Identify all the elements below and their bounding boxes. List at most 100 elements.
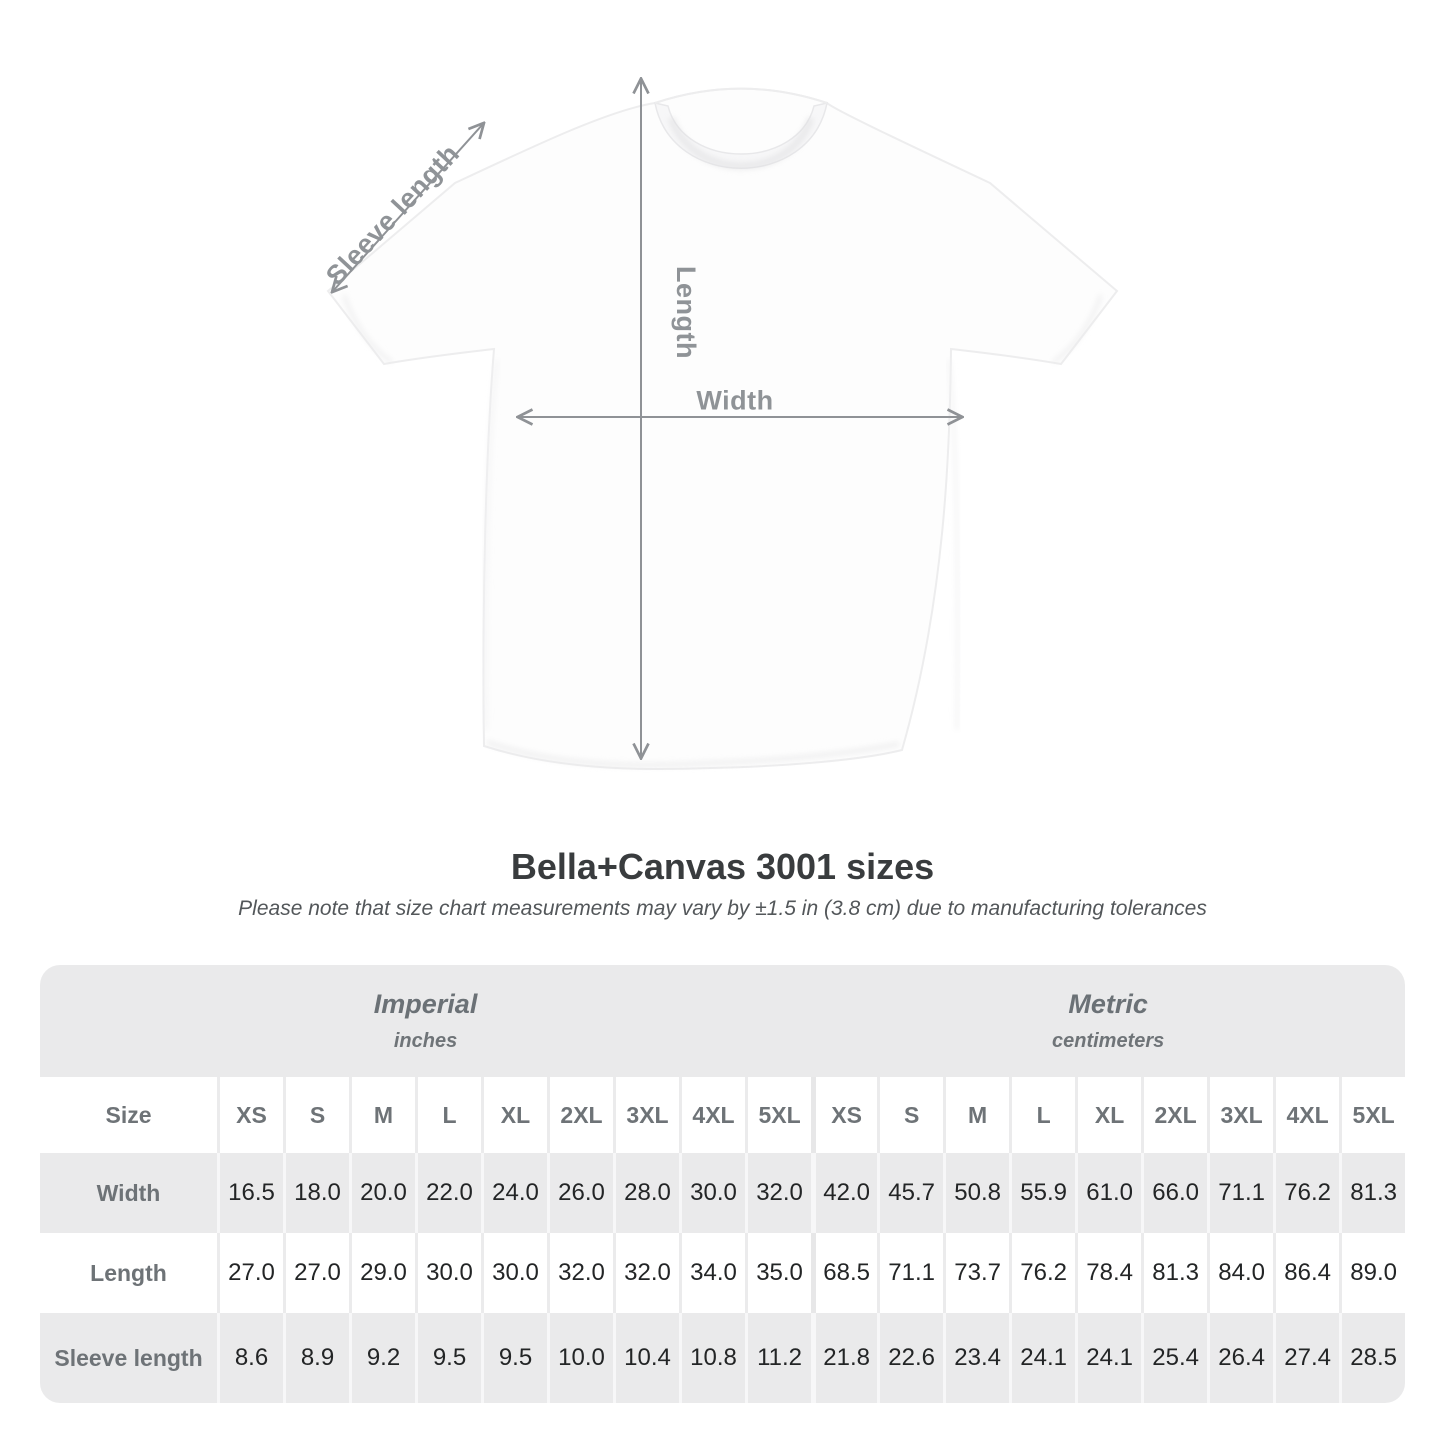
tshirt-body: [326, 87, 1119, 771]
measurement-value: 27.0: [283, 1233, 349, 1313]
measurement-value: 42.0: [811, 1153, 878, 1233]
hem-shadow: [486, 740, 900, 768]
metric-label: Metric: [1068, 989, 1148, 1019]
measurement-value: 71.1: [877, 1233, 944, 1313]
measurement-row: Sleeve length 8.6 8.9 9.2 9.5 9.5 10.0 10.4 10.8…: [40, 1313, 1406, 1403]
measurement-value: 11.2: [745, 1313, 812, 1403]
unit-header-row: Imperial inches Metric centimeters: [40, 965, 1406, 1077]
measurement-value: 9.5: [415, 1313, 481, 1403]
collar-seam: [654, 87, 828, 104]
measurement-value: 50.8: [943, 1153, 1010, 1233]
imperial-unit-label: inches: [393, 1030, 458, 1052]
measurement-row: Length 27.0 27.0 29.0 30.0 30.0 32.0 32.0 34.0 35…: [40, 1233, 1406, 1313]
collar-shadow: [667, 116, 815, 170]
size-col-header: 3XL: [1207, 1077, 1274, 1153]
row-label: Width: [40, 1153, 217, 1233]
size-col-header: XL: [1075, 1077, 1142, 1153]
measurement-value: 71.1: [1207, 1153, 1274, 1233]
measurement-value: 30.0: [481, 1233, 547, 1313]
left-cuff-fold: [342, 294, 393, 364]
size-col-header: XS: [217, 1077, 283, 1153]
measurement-value: 10.4: [613, 1313, 679, 1403]
measurement-value: 28.0: [613, 1153, 679, 1233]
measurement-value: 32.0: [613, 1233, 679, 1313]
measurement-row: Width 16.5 18.0 20.0 22.0 24.0 26.0 28.0 30.0 32.…: [40, 1153, 1406, 1233]
right-cuff-fold: [1052, 294, 1103, 364]
measurement-value: 76.2: [1009, 1233, 1076, 1313]
measurement-value: 24.0: [481, 1153, 547, 1233]
measurement-value: 35.0: [745, 1233, 812, 1313]
size-col-header: 4XL: [1273, 1077, 1340, 1153]
measurement-value: 27.0: [217, 1233, 283, 1313]
measurement-value: 78.4: [1075, 1233, 1142, 1313]
measurement-value: 21.8: [811, 1313, 878, 1403]
size-chart-table: Imperial inches Metric centimeters Size …: [40, 965, 1406, 1403]
measurement-value: 76.2: [1273, 1153, 1340, 1233]
measurement-value: 45.7: [877, 1153, 944, 1233]
row-label: Sleeve length: [40, 1313, 217, 1403]
measurement-value: 24.1: [1075, 1313, 1142, 1403]
measurement-value: 30.0: [415, 1233, 481, 1313]
measurement-value: 27.4: [1273, 1313, 1340, 1403]
measurement-value: 26.0: [547, 1153, 613, 1233]
right-side-crease: [947, 359, 960, 731]
measurement-value: 23.4: [943, 1313, 1010, 1403]
size-col-header: M: [943, 1077, 1010, 1153]
measurement-value: 81.3: [1339, 1153, 1406, 1233]
size-col-header: 5XL: [1339, 1077, 1406, 1153]
size-col-header: L: [1009, 1077, 1076, 1153]
measurement-value: 24.1: [1009, 1313, 1076, 1403]
measurement-value: 26.4: [1207, 1313, 1274, 1403]
measurement-value: 8.9: [283, 1313, 349, 1403]
tshirt-illustration: [326, 0, 1119, 771]
size-col-header: 4XL: [679, 1077, 745, 1153]
measurement-value: 81.3: [1141, 1233, 1208, 1313]
size-header-row: Size XS S M L XL 2XL 3XL 4XL 5XL XS S M L XL 2XL 3XL 4XL…: [40, 1077, 1406, 1153]
measurement-value: 22.6: [877, 1313, 944, 1403]
measurement-value: 55.9: [1009, 1153, 1076, 1233]
size-col-header: 2XL: [1141, 1077, 1208, 1153]
unit-header-metric: Metric centimeters: [811, 965, 1406, 1077]
measurement-value: 9.2: [349, 1313, 415, 1403]
measurement-value: 10.8: [679, 1313, 745, 1403]
measurement-value: 32.0: [745, 1153, 812, 1233]
size-col-header: S: [877, 1077, 944, 1153]
page-subtitle: Please note that size chart measurements…: [238, 897, 1207, 920]
measurement-value: 20.0: [349, 1153, 415, 1233]
width-label: Width: [696, 385, 774, 416]
size-header-label: Size: [40, 1077, 217, 1153]
size-col-header: L: [415, 1077, 481, 1153]
measurement-value: 10.0: [547, 1313, 613, 1403]
size-col-header: M: [349, 1077, 415, 1153]
length-label: Length: [671, 266, 701, 359]
size-col-header: 5XL: [745, 1077, 812, 1153]
row-label: Length: [40, 1233, 217, 1313]
measurement-value: 84.0: [1207, 1233, 1274, 1313]
measurement-value: 68.5: [811, 1233, 878, 1313]
measurement-value: 73.7: [943, 1233, 1010, 1313]
measurement-value: 34.0: [679, 1233, 745, 1313]
size-col-header: XL: [481, 1077, 547, 1153]
metric-unit-label: centimeters: [1052, 1030, 1165, 1052]
measurement-value: 32.0: [547, 1233, 613, 1313]
page-title: Bella+Canvas 3001 sizes: [510, 846, 935, 887]
imperial-label: Imperial: [373, 989, 478, 1019]
measurement-value: 66.0: [1141, 1153, 1208, 1233]
measurement-value: 25.4: [1141, 1313, 1208, 1403]
measurement-value: 9.5: [481, 1313, 547, 1403]
size-col-header: 2XL: [547, 1077, 613, 1153]
measurement-value: 28.5: [1339, 1313, 1406, 1403]
sleeve-length-arrow: [333, 124, 483, 291]
measurement-value: 22.0: [415, 1153, 481, 1233]
size-col-header: XS: [811, 1077, 878, 1153]
tshirt-measurement-diagram: Sleeve length Length Width: [320, 0, 1119, 771]
size-col-header: 3XL: [613, 1077, 679, 1153]
size-col-header: S: [283, 1077, 349, 1153]
measurement-value: 16.5: [217, 1153, 283, 1233]
unit-header-imperial: Imperial inches: [40, 965, 812, 1077]
measurement-value: 61.0: [1075, 1153, 1142, 1233]
left-side-crease: [484, 359, 499, 731]
measurement-value: 8.6: [217, 1313, 283, 1403]
measurement-value: 30.0: [679, 1153, 745, 1233]
